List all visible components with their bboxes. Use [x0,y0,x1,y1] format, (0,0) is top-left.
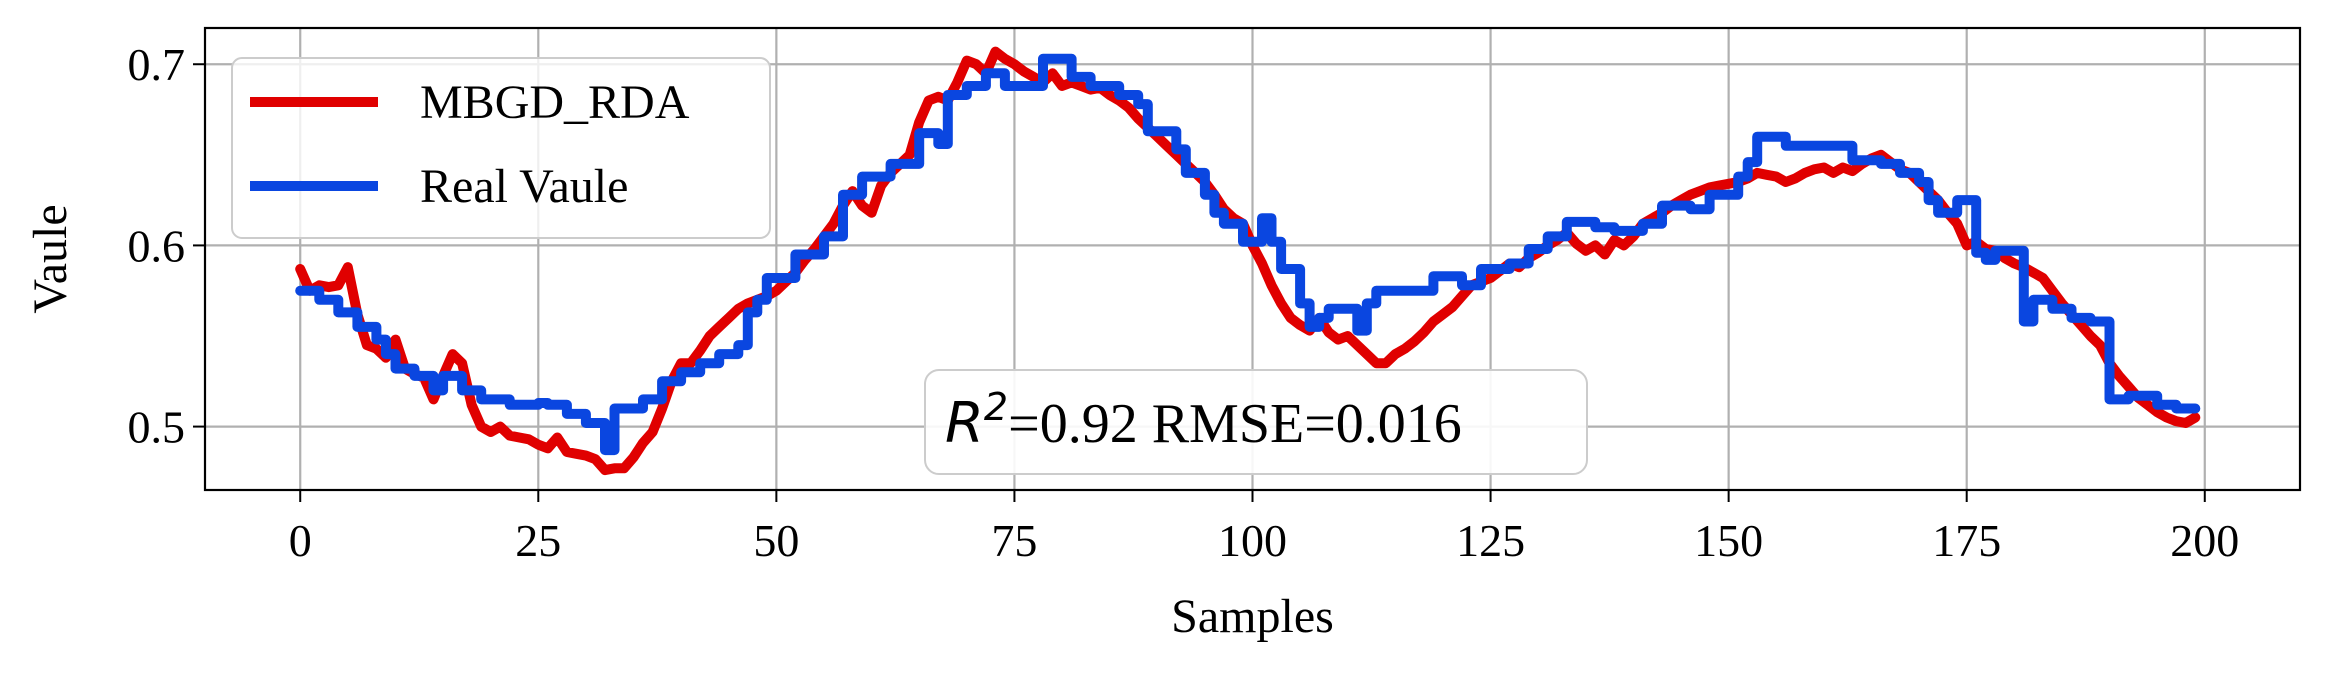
x-axis-label: Samples [1171,590,1334,643]
annotation-text: R2=0.92 RMSE=0.016 [945,385,1462,456]
legend: MBGD_RDA Real Vaule [231,57,771,239]
legend-label-mbgd-rda: MBGD_RDA [420,76,690,129]
metrics-value: =0.92 RMSE=0.016 [1008,393,1462,455]
y-tick-label: 0.6 [128,220,186,271]
legend-label-real-vaule: Real Vaule [420,160,628,213]
x-tick-label: 100 [1218,515,1287,566]
x-tick-label: 200 [2170,515,2239,566]
y-tick-label: 0.7 [128,39,186,90]
x-tick-label: 75 [991,515,1037,566]
y-axis-label: Vaule [24,204,77,313]
x-tick-label: 50 [753,515,799,566]
series-line-real-vaule [295,53,2201,456]
y-axis-ticks: 0.5 0.6 0.7 [128,39,205,453]
annotation-box [924,369,1588,475]
x-tick-label: 0 [289,515,312,566]
y-tick-label: 0.5 [128,402,186,453]
x-tick-label: 175 [1932,515,2001,566]
series-layer [295,46,2201,476]
x-axis-ticks: 0 25 50 75 100 125 150 175 200 [289,490,2239,566]
x-tick-label: 150 [1694,515,1763,566]
metrics-annotation: R2=0.92 RMSE=0.016 [924,369,1588,475]
x-tick-label: 125 [1456,515,1525,566]
x-tick-label: 25 [515,515,561,566]
r2-exponent: 2 [984,385,1008,429]
r2-symbol: R [945,391,984,456]
